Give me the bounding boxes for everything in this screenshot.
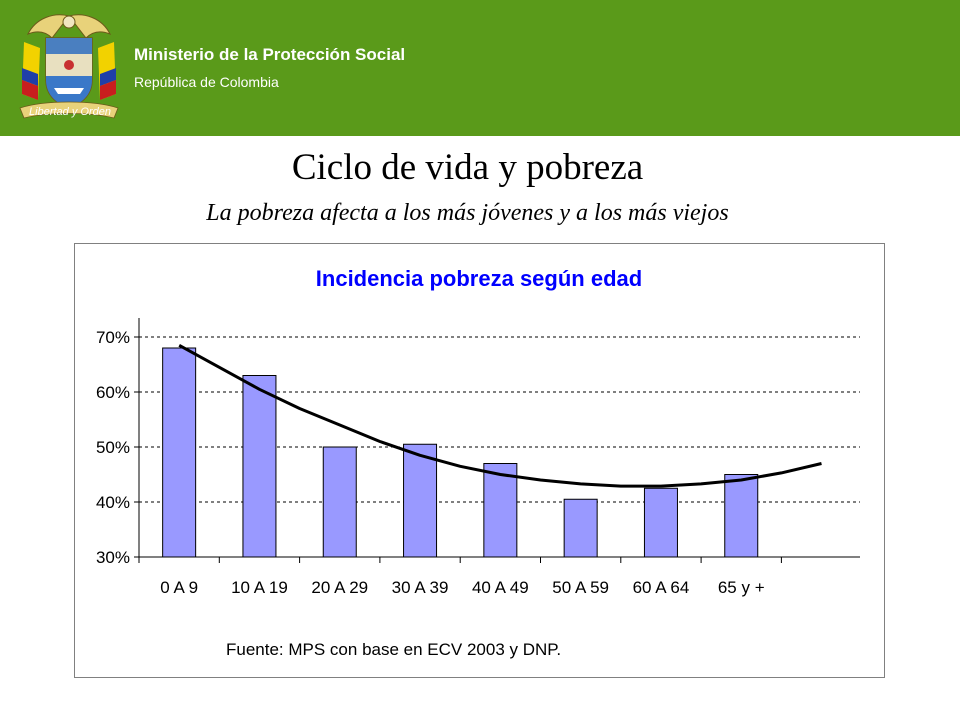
x-tick-label: 20 A 29 <box>311 578 368 597</box>
y-tick-label: 30% <box>96 548 130 567</box>
bar-4 <box>403 443 438 558</box>
x-tick-label: 50 A 59 <box>552 578 609 597</box>
y-tick-label: 70% <box>96 328 130 347</box>
x-tick-label: 0 A 9 <box>160 578 198 597</box>
chart-title: Incidencia pobreza según edad <box>316 266 642 291</box>
x-tick-label: 40 A 49 <box>472 578 529 597</box>
bar-5 <box>483 463 518 558</box>
x-tick-label: 30 A 39 <box>392 578 449 597</box>
header-banner: Libertad y Orden Ministerio de la Protec… <box>0 0 960 136</box>
y-tick-label: 50% <box>96 438 130 457</box>
y-tick-label: 40% <box>96 493 130 512</box>
trend-line <box>178 343 822 488</box>
poverty-by-age-chart: Incidencia pobreza según edad 30% 40% 50% 60… <box>96 266 860 659</box>
bar-8 <box>724 474 759 558</box>
republic-name: República de Colombia <box>134 74 279 90</box>
x-tick-label: 10 A 19 <box>231 578 288 597</box>
motto-text: Libertad y Orden <box>29 106 111 118</box>
source-note: Fuente: MPS con base en ECV 2003 y DNP. <box>226 640 561 659</box>
bar-2 <box>242 375 277 558</box>
bar-6 <box>563 498 598 558</box>
slide-title: Ciclo de vida y pobreza <box>291 147 644 188</box>
bar-7 <box>643 487 678 558</box>
x-tick-label: 60 A 64 <box>633 578 690 597</box>
bar-3 <box>322 446 357 558</box>
y-tick-label: 60% <box>96 383 130 402</box>
slide-subtitle: La pobreza afecta a los más jóvenes y a … <box>206 200 729 226</box>
bar-1 <box>162 347 197 558</box>
chart-frame <box>74 243 885 678</box>
coat-of-arms-icon <box>19 14 119 119</box>
x-tick-label: 65 y + <box>718 578 765 597</box>
ministry-name: Ministerio de la Protección Social <box>134 45 406 64</box>
